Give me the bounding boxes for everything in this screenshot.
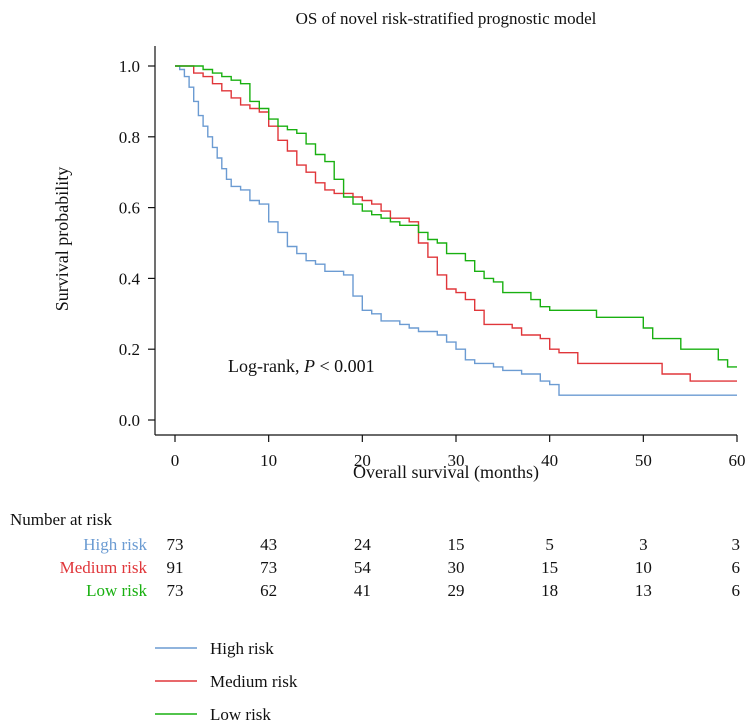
logrank-p: P <box>303 356 315 376</box>
x-tick-label: 10 <box>260 451 277 470</box>
risk-count: 6 <box>732 581 741 600</box>
x-tick-label: 20 <box>354 451 371 470</box>
risk-count: 91 <box>167 558 184 577</box>
legend: High risk Medium risk Low risk <box>155 639 298 724</box>
risk-count: 3 <box>732 535 741 554</box>
risk-table-title: Number at risk <box>10 510 112 529</box>
x-tick-label: 50 <box>635 451 652 470</box>
y-tick-label: 0.2 <box>119 340 140 359</box>
legend-label: Medium risk <box>210 672 298 691</box>
risk-count: 54 <box>354 558 372 577</box>
risk-count: 41 <box>354 581 371 600</box>
number-at-risk-table: Number at risk High risk 73 43 24 15 5 3 3 Medium… <box>10 510 740 600</box>
risk-count: 13 <box>635 581 652 600</box>
y-tick-label: 0.6 <box>119 199 140 218</box>
risk-count: 62 <box>260 581 277 600</box>
x-tick-label: 40 <box>541 451 558 470</box>
risk-count: 29 <box>448 581 465 600</box>
risk-count: 30 <box>448 558 465 577</box>
logrank-annotation: Log-rank, P < 0.001 <box>228 356 375 376</box>
x-tick-label: 60 <box>729 451 745 470</box>
risk-count: 73 <box>167 581 184 600</box>
risk-count: 10 <box>635 558 652 577</box>
legend-label: Low risk <box>210 705 271 724</box>
x-axis-title: Overall survival (months) <box>353 462 539 483</box>
logrank-prefix: Log-rank, <box>228 356 304 376</box>
legend-label: High risk <box>210 639 274 658</box>
axes: 0.0 0.2 0.4 0.6 0.8 1.0 0 10 20 30 40 50 60 <box>119 46 745 470</box>
risk-count: 15 <box>448 535 465 554</box>
risk-count: 24 <box>354 535 372 554</box>
y-axis-title: Survival probability <box>52 167 72 311</box>
logrank-suffix: < 0.001 <box>315 356 375 376</box>
survival-curves <box>175 65 737 396</box>
risk-count: 6 <box>732 558 741 577</box>
x-tick-label: 0 <box>171 451 180 470</box>
curve-high-risk <box>175 65 737 396</box>
y-tick-label: 0.8 <box>119 128 140 147</box>
curve-medium-risk <box>175 65 737 382</box>
chart-title: OS of novel risk-stratified prognostic m… <box>296 9 597 28</box>
risk-count: 73 <box>167 535 184 554</box>
risk-row-label: Low risk <box>86 581 147 600</box>
curve-low-risk <box>175 65 737 368</box>
y-tick-label: 0.4 <box>119 269 141 288</box>
y-tick-label: 1.0 <box>119 57 140 76</box>
risk-count: 73 <box>260 558 277 577</box>
risk-row-label: High risk <box>83 535 147 554</box>
risk-count: 5 <box>545 535 554 554</box>
risk-row-label: Medium risk <box>60 558 148 577</box>
x-tick-label: 30 <box>448 451 465 470</box>
y-tick-label: 0.0 <box>119 411 140 430</box>
risk-count: 43 <box>260 535 277 554</box>
risk-count: 15 <box>541 558 558 577</box>
risk-count: 18 <box>541 581 558 600</box>
risk-count: 3 <box>639 535 648 554</box>
